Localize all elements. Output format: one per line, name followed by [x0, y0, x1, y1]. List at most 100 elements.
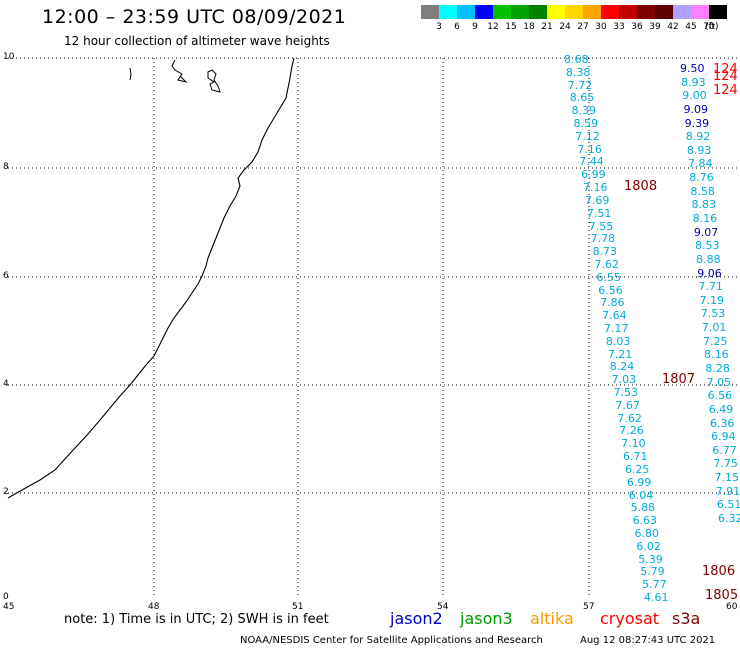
wave-height-value: 6.56 — [598, 283, 623, 297]
colorbar-unit: (ft) — [705, 22, 719, 32]
wave-height-value: 6.04 — [628, 488, 654, 502]
colorbar-label: 18 — [523, 22, 535, 32]
wave-height-value: 9.39 — [684, 116, 710, 130]
colorbar-swatch — [493, 5, 511, 19]
cycle-label: 124 — [713, 83, 738, 98]
wave-height-value: 6.32 — [718, 512, 740, 525]
colorbar-swatch — [547, 5, 565, 19]
lat-tick-label: 2 — [3, 487, 9, 497]
wave-height-value: 7.15 — [714, 471, 740, 485]
wave-height-value: 8.38 — [565, 65, 591, 79]
wave-height-value: 7.44 — [579, 155, 604, 169]
wave-height-value: 9.06 — [697, 266, 722, 280]
wave-height-value: 6.99 — [626, 475, 652, 489]
wave-height-value: 7.16 — [583, 181, 608, 195]
wave-height-value: 7.10 — [621, 437, 646, 451]
islands — [129, 59, 221, 93]
wave-height-value: 7.01 — [701, 321, 727, 335]
lon-tick-label: 54 — [437, 602, 449, 612]
colorbar-swatch — [619, 5, 637, 19]
lat-tick-label: 0 — [3, 592, 9, 602]
colorbar-label: 6 — [454, 22, 460, 32]
colorbar-label: 70 — [703, 22, 715, 32]
legend-satellite: altika — [530, 609, 574, 628]
lon-tick-label: 45 — [3, 602, 15, 612]
wave-height-value: 8.53 — [694, 239, 720, 253]
colorbar-label: 3 — [436, 22, 442, 32]
cycle-label: 124 — [713, 69, 738, 84]
wave-height-value: 7.05 — [706, 375, 731, 389]
lon-tick-label: 57 — [583, 602, 595, 612]
wave-height-value: 8.28 — [705, 362, 730, 375]
wave-height-value: 8.92 — [685, 130, 711, 144]
wave-height-value: 6.63 — [632, 514, 658, 528]
colorbar-label: 21 — [541, 22, 553, 32]
wave-height-value: 8.83 — [691, 198, 717, 212]
wave-height-value: 6.77 — [712, 443, 737, 457]
wave-height-value: 7.17 — [604, 322, 629, 335]
wave-height-value: 6.36 — [709, 416, 735, 430]
wave-height-value: 9.00 — [682, 89, 707, 103]
wave-height-value: 7.16 — [577, 142, 602, 156]
lat-tick-label: 4 — [3, 379, 9, 389]
wave-height-value: 7.86 — [600, 296, 625, 310]
wave-height-value: 7.53 — [613, 386, 639, 400]
wave-height-value: 9.50 — [680, 62, 705, 75]
footer-timestamp: Aug 12 08:27:43 UTC 2021 — [580, 635, 716, 646]
wave-height-value: 7.75 — [713, 457, 738, 471]
wave-height-value: 8.88 — [696, 252, 721, 266]
wave-height-value: 8.39 — [571, 104, 597, 118]
colorbar-label: 30 — [595, 22, 607, 32]
wave-height-value: 8.93 — [681, 75, 706, 89]
wave-height-value: 8.16 — [704, 348, 729, 362]
colorbar-swatch — [637, 5, 655, 19]
colorbar-swatch — [457, 5, 475, 19]
colorbar-swatch — [673, 5, 691, 19]
colorbar-label: 12 — [487, 22, 499, 32]
colorbar-label: 39 — [649, 22, 661, 32]
wave-height-value: 7.62 — [617, 411, 642, 425]
colorbar-swatch — [709, 5, 727, 19]
wave-height-value: 6.99 — [581, 168, 606, 182]
wave-height-value: 7.64 — [602, 309, 627, 323]
lon-tick-label: 60 — [726, 602, 738, 612]
colorbar-label: 9 — [472, 22, 478, 32]
wave-height-value: 8.59 — [573, 117, 599, 131]
wave-height-value: 8.68 — [564, 53, 589, 66]
colorbar-swatch — [511, 5, 529, 19]
colorbar-swatch — [529, 5, 547, 19]
wave-height-value: 9.09 — [683, 102, 708, 116]
wave-height-value: 6.02 — [636, 539, 661, 553]
wave-height-value: 7.51 — [586, 206, 612, 220]
wave-height-value: 5.39 — [638, 552, 663, 566]
wave-height-value: 7.78 — [590, 232, 616, 246]
legend-satellite: cryosat — [600, 609, 660, 628]
coastline — [7, 57, 295, 499]
colorbar-label: 36 — [631, 22, 643, 32]
lat-tick-label: 10 — [3, 52, 15, 62]
colorbar-swatch — [421, 5, 439, 19]
footer-credit: NOAA/NESDIS Center for Satellite Applica… — [240, 635, 543, 646]
wave-height-value: 8.76 — [689, 171, 714, 185]
wave-height-value: 6.51 — [716, 498, 740, 512]
wave-height-value: 6.80 — [634, 526, 659, 540]
wave-height-value: 7.53 — [700, 307, 726, 321]
wave-height-value: 7.84 — [688, 157, 713, 171]
map-title: 12:00 – 23:59 UTC 08/09/2021 — [42, 6, 347, 28]
wave-height-value: 6.94 — [711, 430, 736, 444]
colorbar-swatch — [583, 5, 601, 19]
wave-height-value: 8.58 — [690, 184, 715, 198]
wave-height-value: 7.67 — [615, 398, 640, 412]
colorbar-label: 24 — [559, 22, 571, 32]
wave-height-value: 7.69 — [584, 193, 610, 207]
wave-height-value: 8.93 — [686, 143, 712, 157]
colorbar-label: 15 — [505, 22, 517, 32]
colorbar-label: 33 — [613, 22, 625, 32]
wave-height-value: 7.25 — [703, 334, 728, 348]
wave-height-value: 5.77 — [642, 578, 667, 592]
wave-height-value: 6.56 — [707, 389, 733, 403]
wave-height-value: 7.12 — [575, 129, 600, 143]
cycle-label: 124 — [713, 62, 738, 77]
wave-height-value: 5.79 — [640, 565, 665, 579]
lon-tick-label: 51 — [292, 602, 304, 612]
